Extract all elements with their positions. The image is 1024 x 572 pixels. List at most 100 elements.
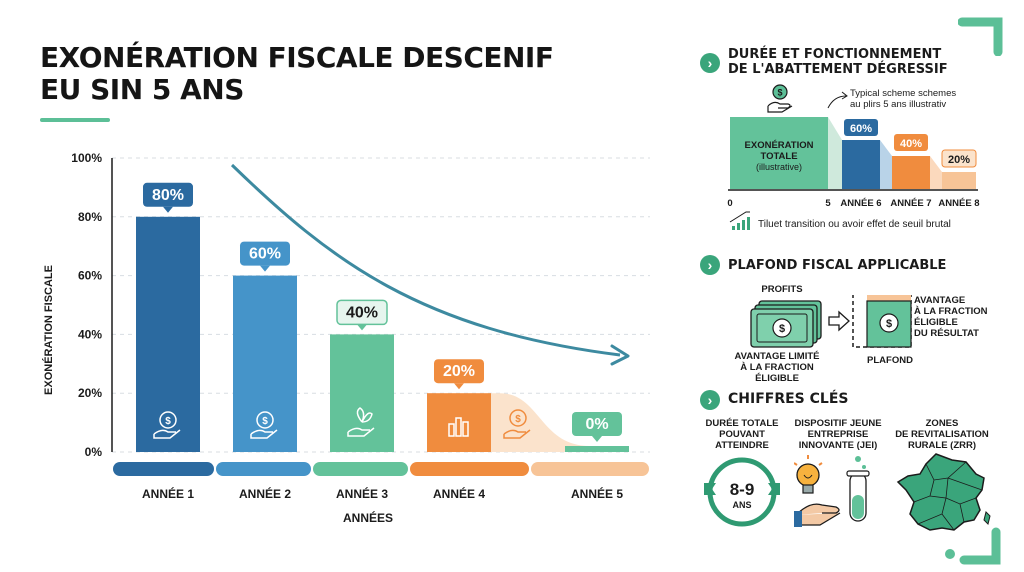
section1-heading-line1: DURÉE ET FONCTIONNEMENT [728, 47, 942, 62]
title-line-1: EXONÉRATION FISCALE DESCENIF [40, 41, 554, 74]
hand-coin-icon: $ [153, 411, 181, 439]
svg-text:$: $ [777, 88, 782, 98]
col3-line1: ZONES [925, 418, 959, 429]
data-label-tag [434, 359, 484, 384]
x-axis-label: ANNÉES [343, 510, 393, 525]
data-label-tag [240, 241, 290, 266]
block-label-line2: TOTALE [760, 151, 797, 162]
cap-container-icon: $ [852, 295, 912, 348]
col2-line1: DISPOSITIF JEUNE [794, 418, 882, 429]
data-label: 60% [249, 246, 281, 263]
step-20-tag [941, 149, 977, 168]
y-tick-label: 40% [78, 327, 102, 341]
section1-chevron-icon: › [700, 53, 720, 73]
right-label-line4: DU RÉSULTAT [914, 328, 979, 339]
left-caption: AVANTAGE LIMITÉ À LA FRACTION ÉLIGIBLE [722, 351, 832, 384]
col2-caption: DISPOSITIF JEUNE ENTREPRISE INNOVANTE (J… [790, 418, 886, 451]
data-label: 20% [443, 363, 475, 380]
corner-decoration-top [958, 17, 1003, 56]
step-axis-label-0: 0 [727, 198, 732, 209]
y-tick-label: 60% [78, 269, 102, 283]
x-tick-label: ANNÉE 4 [433, 486, 485, 501]
col1-caption: DURÉE TOTALE POUVANT ATTEINDRE [700, 418, 784, 451]
growth-chart-icon [729, 211, 750, 230]
col2-line2: ENTREPRISE [807, 429, 869, 440]
col1-line1: DURÉE TOTALE [705, 418, 779, 429]
y-tick-label: 0% [85, 445, 103, 459]
step-axis-label-annee7: ANNÉE 7 [890, 198, 931, 209]
coin-hand-icon: $ [767, 84, 793, 113]
step-axis-label-annee8: ANNÉE 8 [938, 198, 979, 209]
banknotes-icon: $ [750, 300, 822, 348]
section3-chevron-icon: › [700, 390, 720, 410]
x-tick-label: ANNÉE 5 [571, 486, 623, 501]
y-tick-label: 100% [71, 151, 102, 165]
data-label: 80% [152, 187, 184, 204]
lightbulb-icon [794, 455, 823, 494]
tax-cap-diagram: $ $ [750, 295, 912, 348]
step-axis-label-5: 5 [825, 198, 831, 209]
right-label-line1: AVANTAGE [914, 295, 966, 306]
x-tick-label: ANNÉE 1 [142, 486, 194, 501]
main-bar-chart: $ $ $ 80% 60% 40% 20% 0% 0% 20% 40% 60% 80% 100% ANN… [42, 151, 650, 525]
france-map-icon [896, 453, 991, 531]
category-band [410, 462, 529, 476]
profits-label: PROFITS [761, 284, 803, 295]
step-20-block [942, 172, 976, 189]
section1-note-line2: au plirs 5 ans illustrativ [850, 99, 946, 110]
bar-4 [427, 393, 491, 452]
svg-text:$: $ [779, 323, 785, 335]
title-line-2: EU SIN 5 ANS [40, 73, 244, 106]
section1-footer-note: Tiluet transition ou avoir effet de seui… [758, 219, 951, 230]
badge-value: 8-9 [730, 480, 755, 499]
chart-ticks: 0% 20% 40% 60% 80% 100% ANNÉE 1 ANNÉE 2 ANNÉE 3 A… [71, 151, 623, 501]
note-arrow-icon [827, 95, 847, 109]
total-exemption-block [730, 117, 828, 189]
step-axis-label-annee6: ANNÉE 6 [840, 198, 881, 209]
left-caption-line1: AVANTAGE LIMITÉ [734, 351, 820, 362]
data-label-tag [143, 182, 193, 207]
test-tube-icon [846, 456, 870, 522]
category-band [531, 462, 649, 476]
left-caption-line2: À LA FRACTION ÉLIGIBLE [740, 362, 814, 384]
svg-text:$: $ [165, 416, 171, 427]
right-label-line2: À LA FRACTION [914, 306, 988, 317]
section3-heading: CHIFFRES CLÉS [728, 391, 849, 407]
bar-1 [136, 216, 200, 452]
data-label-tag [572, 412, 622, 436]
badge-unit: ANS [732, 500, 751, 510]
step-40-tag [894, 134, 928, 151]
step-60-label: 60% [850, 123, 872, 135]
section2-chevron-icon: › [700, 255, 720, 275]
bar-chart-icon [448, 417, 469, 437]
y-tick-label: 80% [78, 210, 102, 224]
step-down-diagram: $ Typical scheme schemes au plirs 5 ans … [727, 84, 980, 230]
svg-text:$: $ [262, 416, 268, 427]
category-band [113, 462, 214, 476]
chart-category-bands [113, 462, 649, 476]
svg-text:$: $ [886, 318, 892, 330]
category-band [216, 462, 311, 476]
col3-line3: RURALE (ZRR) [907, 440, 977, 451]
step-20-label: 20% [948, 154, 970, 166]
title-underline [40, 118, 110, 122]
x-tick-label: ANNÉE 2 [239, 486, 291, 501]
step-60-block [842, 140, 880, 189]
trend-arrow-icon [230, 163, 621, 357]
svg-text:$: $ [515, 414, 521, 425]
hand-icon [794, 503, 841, 527]
col3-caption: ZONES DE REVITALISATION RURALE (ZRR) [892, 418, 992, 451]
block-label-line3: (illustrative) [756, 162, 802, 172]
x-tick-label: ANNÉE 3 [336, 486, 388, 501]
y-axis-label: EXONÉRATION FISCALE [42, 265, 55, 395]
right-label-line3: ÉLIGIBLE [914, 317, 958, 328]
corner-decoration-bottom [945, 527, 1001, 565]
innovation-icon [794, 455, 870, 527]
bar-3 [330, 334, 394, 452]
arrow-right-icon [828, 310, 850, 332]
right-label: AVANTAGE À LA FRACTION ÉLIGIBLE DU RÉSUL… [914, 295, 994, 339]
chart-data-labels: 80% 60% 40% 20% 0% [143, 182, 622, 442]
bar-2 [233, 275, 297, 452]
plant-hand-icon [347, 407, 375, 437]
block-label-line1: EXONÉRATION [745, 140, 814, 151]
